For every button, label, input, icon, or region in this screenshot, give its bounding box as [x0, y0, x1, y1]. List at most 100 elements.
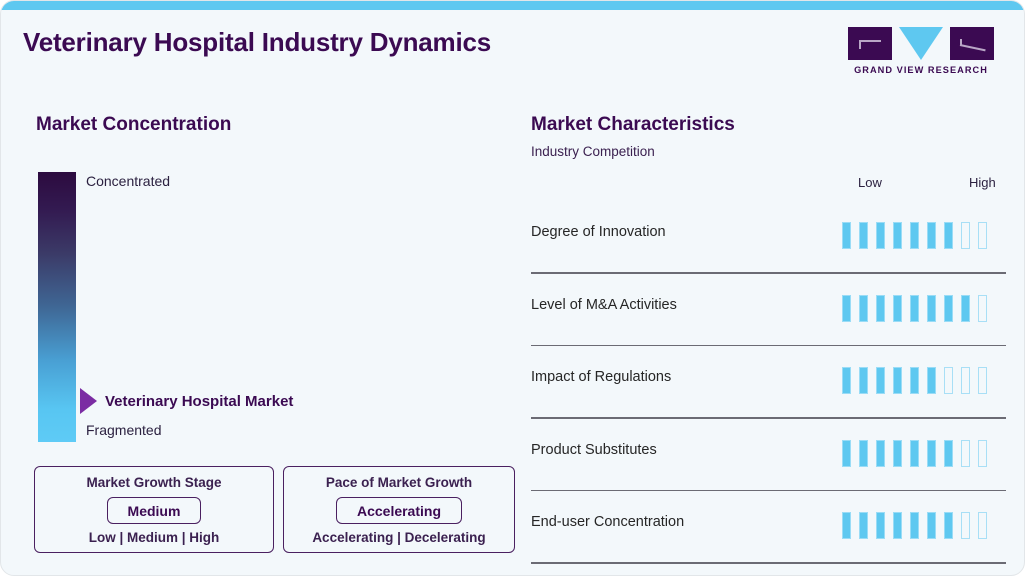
rating-tick-empty	[961, 439, 970, 467]
logo-triangle-v-icon	[899, 27, 943, 60]
rating-tick-filled	[842, 439, 851, 467]
market-concentration-title: Market Concentration	[36, 114, 232, 135]
rating-tick-filled	[842, 294, 851, 322]
concentration-scale	[38, 172, 76, 442]
marker-label: Veterinary Hospital Market	[105, 392, 294, 410]
market-growth-stage-options: Low | Medium | High	[88, 530, 220, 545]
row-divider	[531, 272, 1006, 274]
rating-tick-filled	[944, 512, 953, 539]
rating-tick-filled	[842, 367, 851, 394]
row-divider	[531, 489, 1006, 491]
characteristic-rating	[842, 439, 987, 467]
characteristic-rating	[842, 512, 987, 539]
rating-tick-filled	[910, 512, 919, 539]
market-growth-stage-box: Market Growth Stage Medium Low | Medium …	[34, 466, 274, 553]
characteristic-label: Product Substitutes	[531, 441, 657, 458]
rating-tick-filled	[893, 512, 902, 539]
rating-tick-filled	[893, 439, 902, 467]
rating-tick-filled	[910, 294, 919, 322]
rating-tick-empty	[961, 222, 970, 249]
rating-tick-empty	[944, 367, 953, 394]
logo-block-g-icon	[848, 27, 892, 60]
row-divider	[531, 417, 1006, 419]
rating-tick-filled	[859, 222, 868, 249]
characteristic-row: End-user Concentration	[531, 491, 1006, 564]
characteristic-row: Product Substitutes	[531, 419, 1006, 491]
rating-tick-empty	[978, 222, 987, 249]
characteristic-label: Impact of Regulations	[531, 369, 672, 385]
rating-tick-empty	[978, 367, 987, 394]
pace-of-market-growth-value: Accelerating	[335, 497, 463, 524]
characteristic-rating	[842, 294, 987, 322]
characteristic-label: Degree of Innovation	[531, 224, 666, 240]
rating-tick-filled	[876, 222, 885, 249]
characteristic-row: Level of M&A Activities	[531, 274, 1006, 346]
market-characteristics-panel: Market Characteristics Industry Competit…	[513, 88, 1024, 575]
rating-tick-filled	[927, 439, 936, 467]
rating-axis-labels: Low High	[531, 175, 1009, 193]
stage-box-group: Market Growth Stage Medium Low | Medium …	[34, 466, 515, 553]
rating-tick-filled	[893, 367, 902, 394]
rating-tick-filled	[944, 439, 953, 467]
rating-tick-filled	[944, 294, 953, 322]
rating-tick-filled	[859, 512, 868, 539]
rating-tick-filled	[961, 294, 970, 322]
market-characteristics-subtitle: Industry Competition	[531, 144, 655, 159]
rating-tick-filled	[910, 439, 919, 467]
brand-logo: GRAND VIEW RESEARCH	[848, 27, 994, 75]
market-characteristics-title: Market Characteristics	[531, 114, 735, 135]
rating-tick-filled	[859, 367, 868, 394]
logo-marks	[848, 27, 994, 60]
market-position-marker: Veterinary Hospital Market	[80, 388, 293, 414]
logo-wordmark: GRAND VIEW RESEARCH	[854, 65, 988, 75]
page-title: Veterinary Hospital Industry Dynamics	[23, 27, 491, 57]
characteristic-label: End-user Concentration	[531, 514, 685, 530]
rating-tick-filled	[944, 222, 953, 249]
rating-tick-filled	[842, 222, 851, 249]
rating-tick-filled	[910, 367, 919, 394]
market-concentration-panel: Market Concentration Concentrated Fragme…	[1, 88, 515, 575]
rating-tick-empty	[961, 512, 970, 539]
pace-of-market-growth-heading: Pace of Market Growth	[325, 475, 473, 490]
scale-label-concentrated: Concentrated	[86, 173, 171, 189]
rating-tick-filled	[876, 439, 885, 467]
characteristics-rows: Degree of Innovation Level of M&A Activit…	[531, 201, 1006, 564]
page-header: Veterinary Hospital Industry Dynamics GR…	[1, 10, 1024, 88]
rating-tick-filled	[876, 294, 885, 322]
market-growth-stage-value: Medium	[106, 497, 202, 524]
logo-block-r-icon	[950, 27, 994, 60]
rating-tick-empty	[978, 439, 987, 467]
rating-tick-filled	[842, 512, 851, 539]
rating-tick-empty	[978, 294, 987, 322]
axis-label-low: Low	[858, 175, 882, 190]
pace-of-market-growth-options: Accelerating | Decelerating	[312, 530, 486, 545]
characteristic-rating	[842, 367, 987, 394]
rating-tick-empty	[978, 512, 987, 539]
rating-tick-filled	[893, 294, 902, 322]
rating-tick-filled	[927, 222, 936, 249]
rating-tick-filled	[927, 367, 936, 394]
characteristic-label: Level of M&A Activities	[531, 296, 677, 313]
rating-tick-filled	[910, 222, 919, 249]
rating-tick-filled	[876, 367, 885, 394]
marker-arrow-icon	[80, 388, 97, 414]
rating-tick-filled	[927, 294, 936, 322]
row-divider	[531, 562, 1006, 564]
rating-tick-filled	[876, 512, 885, 539]
pace-of-market-growth-box: Pace of Market Growth Accelerating Accel…	[283, 466, 515, 553]
characteristic-row: Impact of Regulations	[531, 346, 1006, 419]
rating-tick-filled	[859, 439, 868, 467]
characteristic-rating	[842, 222, 987, 249]
rating-tick-filled	[893, 222, 902, 249]
rating-tick-empty	[961, 367, 970, 394]
concentration-gradient-bar	[38, 172, 76, 442]
rating-tick-filled	[859, 294, 868, 322]
top-accent-bar	[1, 1, 1024, 10]
row-divider	[531, 344, 1006, 346]
axis-label-high: High	[969, 175, 996, 190]
characteristic-row: Degree of Innovation	[531, 201, 1006, 274]
market-growth-stage-heading: Market Growth Stage	[86, 475, 222, 490]
scale-label-fragmented: Fragmented	[86, 422, 162, 438]
rating-tick-filled	[927, 512, 936, 539]
